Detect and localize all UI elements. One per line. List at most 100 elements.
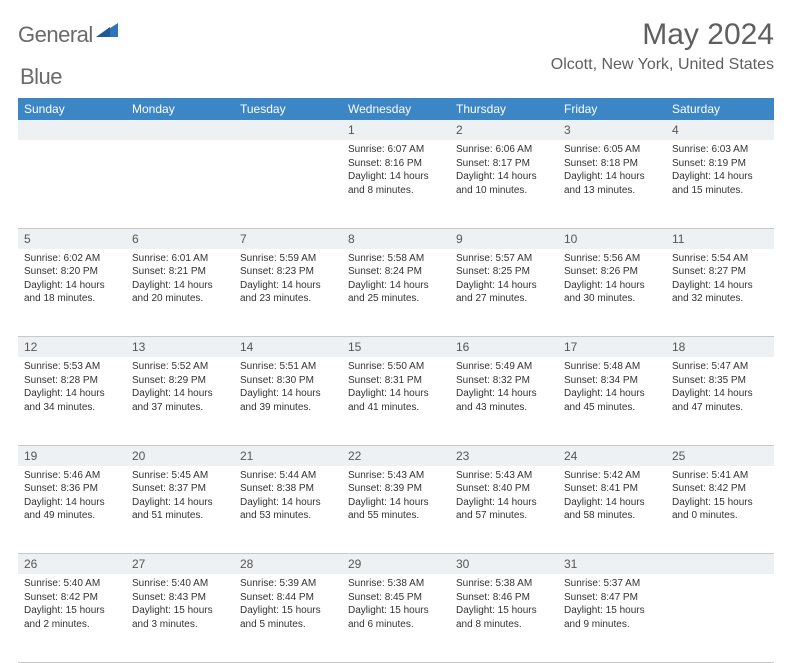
day-cell: Sunrise: 5:43 AMSunset: 8:40 PMDaylight:…: [450, 466, 558, 554]
day-cell: [666, 574, 774, 662]
day-cell: Sunrise: 5:59 AMSunset: 8:23 PMDaylight:…: [234, 249, 342, 337]
week-row: Sunrise: 5:46 AMSunset: 8:36 PMDaylight:…: [18, 466, 774, 554]
day-number: 12: [18, 337, 126, 358]
day-number: 2: [450, 120, 558, 140]
daylight-text: Daylight: 14 hours and 30 minutes.: [564, 279, 660, 306]
sunrise-text: Sunrise: 5:43 AM: [348, 469, 444, 483]
day-number: 18: [666, 337, 774, 358]
day-cell: Sunrise: 6:01 AMSunset: 8:21 PMDaylight:…: [126, 249, 234, 337]
day-number: 23: [450, 445, 558, 466]
sunset-text: Sunset: 8:20 PM: [24, 265, 120, 279]
day-cell: [18, 140, 126, 228]
day-number: 19: [18, 445, 126, 466]
weekday-header: Thursday: [450, 98, 558, 120]
sunset-text: Sunset: 8:46 PM: [456, 591, 552, 605]
sunrise-text: Sunrise: 5:53 AM: [24, 360, 120, 374]
sunset-text: Sunset: 8:36 PM: [24, 482, 120, 496]
week-row: Sunrise: 6:02 AMSunset: 8:20 PM Daylight:…: [18, 249, 774, 337]
day-number: 7: [234, 228, 342, 249]
day-number: 30: [450, 554, 558, 575]
daylight-text: Daylight: 14 hours and 47 minutes.: [672, 387, 768, 414]
daylight-text: Daylight: 14 hours and 32 minutes.: [672, 279, 768, 306]
daylight-text: Daylight: 14 hours and 55 minutes.: [348, 496, 444, 523]
daylight-text: Daylight: 14 hours and 15 minutes.: [672, 170, 768, 197]
day-number: 17: [558, 337, 666, 358]
day-cell: Sunrise: 6:02 AMSunset: 8:20 PMDaylight:…: [18, 249, 126, 337]
weekday-header: Monday: [126, 98, 234, 120]
day-cell: Sunrise: 5:44 AMSunset: 8:38 PMDaylight:…: [234, 466, 342, 554]
sunset-text: Sunset: 8:45 PM: [348, 591, 444, 605]
day-cell: Sunrise: 5:47 AMSunset: 8:35 PMDaylight:…: [666, 357, 774, 445]
day-cell: Sunrise: 5:54 AMSunset: 8:27 PMDaylight:…: [666, 249, 774, 337]
sunrise-text: Sunrise: 6:05 AM: [564, 143, 660, 157]
day-number: 11: [666, 228, 774, 249]
day-cell: Sunrise: 5:41 AMSunset: 8:42 PMDaylight:…: [666, 466, 774, 554]
sunset-text: Sunset: 8:19 PM: [672, 157, 768, 171]
day-number: 29: [342, 554, 450, 575]
day-number: 20: [126, 445, 234, 466]
day-number: 16: [450, 337, 558, 358]
sunset-text: Sunset: 8:30 PM: [240, 374, 336, 388]
sunrise-text: Sunrise: 5:48 AM: [564, 360, 660, 374]
sunrise-text: Sunrise: 5:38 AM: [456, 577, 552, 591]
sunrise-text: Sunrise: 5:50 AM: [348, 360, 444, 374]
sunset-text: Sunset: 8:17 PM: [456, 157, 552, 171]
day-cell: Sunrise: 5:50 AMSunset: 8:31 PMDaylight:…: [342, 357, 450, 445]
title-block: May 2024 Olcott, New York, United States: [551, 18, 774, 74]
day-cell: Sunrise: 5:49 AMSunset: 8:32 PMDaylight:…: [450, 357, 558, 445]
day-number: 21: [234, 445, 342, 466]
day-number: 1: [342, 120, 450, 140]
sunset-text: Sunset: 8:34 PM: [564, 374, 660, 388]
daylight-text: Daylight: 14 hours and 25 minutes.: [348, 279, 444, 306]
sunrise-text: Sunrise: 6:02 AM: [24, 252, 120, 266]
daylight-text: Daylight: 14 hours and 37 minutes.: [132, 387, 228, 414]
day-number: 31: [558, 554, 666, 575]
sunset-text: Sunset: 8:23 PM: [240, 265, 336, 279]
day-cell: Sunrise: 5:58 AMSunset: 8:24 PMDaylight:…: [342, 249, 450, 337]
daylight-text: Daylight: 14 hours and 23 minutes.: [240, 279, 336, 306]
daylight-text: Daylight: 14 hours and 39 minutes.: [240, 387, 336, 414]
sunset-text: Sunset: 8:43 PM: [132, 591, 228, 605]
sunrise-text: Sunrise: 5:40 AM: [24, 577, 120, 591]
day-number: 5: [18, 228, 126, 249]
day-number: [666, 554, 774, 575]
day-number: 24: [558, 445, 666, 466]
day-cell: [126, 140, 234, 228]
sunset-text: Sunset: 8:21 PM: [132, 265, 228, 279]
daylight-text: Daylight: 15 hours and 2 minutes.: [24, 604, 120, 631]
day-number-row: 262728293031: [18, 554, 774, 575]
day-number-row: 567891011: [18, 228, 774, 249]
sunrise-text: Sunrise: 6:06 AM: [456, 143, 552, 157]
day-cell: Sunrise: 5:37 AMSunset: 8:47 PMDaylight:…: [558, 574, 666, 662]
day-number: [126, 120, 234, 140]
weekday-header: Saturday: [666, 98, 774, 120]
daylight-text: Daylight: 14 hours and 57 minutes.: [456, 496, 552, 523]
day-number: [234, 120, 342, 140]
daylight-text: Daylight: 14 hours and 45 minutes.: [564, 387, 660, 414]
weekday-header: Sunday: [18, 98, 126, 120]
sunset-text: Sunset: 8:40 PM: [456, 482, 552, 496]
sunrise-text: Sunrise: 5:43 AM: [456, 469, 552, 483]
day-cell: Sunrise: 5:45 AMSunset: 8:37 PMDaylight:…: [126, 466, 234, 554]
day-cell: Sunrise: 5:38 AMSunset: 8:46 PMDaylight:…: [450, 574, 558, 662]
day-cell: Sunrise: 5:57 AMSunset: 8:25 PMDaylight:…: [450, 249, 558, 337]
sunset-text: Sunset: 8:31 PM: [348, 374, 444, 388]
day-cell: Sunrise: 5:39 AMSunset: 8:44 PMDaylight:…: [234, 574, 342, 662]
day-cell: Sunrise: 6:06 AMSunset: 8:17 PMDaylight:…: [450, 140, 558, 228]
day-cell: Sunrise: 5:38 AMSunset: 8:45 PMDaylight:…: [342, 574, 450, 662]
sunrise-text: Sunrise: 5:54 AM: [672, 252, 768, 266]
daylight-text: Daylight: 15 hours and 6 minutes.: [348, 604, 444, 631]
sunset-text: Sunset: 8:37 PM: [132, 482, 228, 496]
brand-triangle-icon: [96, 21, 118, 42]
weekday-header: Wednesday: [342, 98, 450, 120]
day-number: 3: [558, 120, 666, 140]
sunset-text: Sunset: 8:18 PM: [564, 157, 660, 171]
day-cell: Sunrise: 5:40 AMSunset: 8:43 PMDaylight:…: [126, 574, 234, 662]
day-number: 13: [126, 337, 234, 358]
daylight-text: Daylight: 14 hours and 27 minutes.: [456, 279, 552, 306]
day-cell: [234, 140, 342, 228]
day-cell: Sunrise: 5:40 AMSunset: 8:42 PMDaylight:…: [18, 574, 126, 662]
daylight-text: Daylight: 14 hours and 41 minutes.: [348, 387, 444, 414]
day-cell: Sunrise: 5:46 AMSunset: 8:36 PMDaylight:…: [18, 466, 126, 554]
month-year: May 2024: [551, 18, 774, 52]
